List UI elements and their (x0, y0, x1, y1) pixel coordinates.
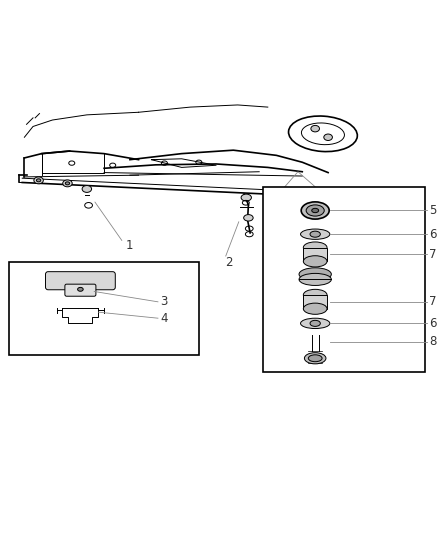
Ellipse shape (311, 125, 319, 132)
Ellipse shape (310, 320, 320, 326)
Ellipse shape (304, 242, 327, 253)
Text: 5: 5 (429, 204, 437, 217)
Ellipse shape (299, 268, 331, 281)
Bar (264, 187, 425, 372)
Ellipse shape (310, 231, 320, 237)
Text: 8: 8 (429, 335, 437, 349)
Ellipse shape (300, 229, 330, 239)
Ellipse shape (34, 177, 43, 184)
Text: 6: 6 (429, 317, 437, 330)
FancyBboxPatch shape (46, 272, 115, 290)
Text: 7: 7 (429, 248, 437, 261)
Ellipse shape (321, 221, 334, 228)
Text: 7: 7 (429, 295, 437, 308)
Ellipse shape (65, 182, 70, 185)
Bar (304, 247, 327, 261)
Ellipse shape (241, 194, 251, 201)
Ellipse shape (301, 202, 329, 219)
Ellipse shape (318, 213, 331, 221)
Ellipse shape (63, 180, 72, 187)
FancyBboxPatch shape (65, 284, 96, 296)
Text: 4: 4 (160, 312, 168, 325)
Bar (9, 262, 199, 355)
Ellipse shape (319, 198, 332, 206)
Text: 1: 1 (126, 239, 133, 252)
Ellipse shape (308, 355, 322, 362)
Bar (304, 295, 327, 309)
Ellipse shape (321, 205, 335, 213)
Ellipse shape (304, 256, 327, 267)
Ellipse shape (36, 179, 41, 182)
Ellipse shape (299, 273, 331, 286)
Text: 6: 6 (429, 228, 437, 241)
Text: 3: 3 (160, 295, 167, 308)
Ellipse shape (304, 289, 327, 301)
Ellipse shape (304, 303, 327, 314)
Ellipse shape (82, 185, 92, 192)
Ellipse shape (78, 287, 83, 291)
Ellipse shape (300, 318, 330, 328)
Ellipse shape (244, 215, 253, 221)
Ellipse shape (324, 134, 332, 141)
Text: 2: 2 (226, 256, 233, 269)
Ellipse shape (306, 205, 324, 216)
Ellipse shape (312, 208, 318, 213)
Ellipse shape (304, 353, 326, 364)
